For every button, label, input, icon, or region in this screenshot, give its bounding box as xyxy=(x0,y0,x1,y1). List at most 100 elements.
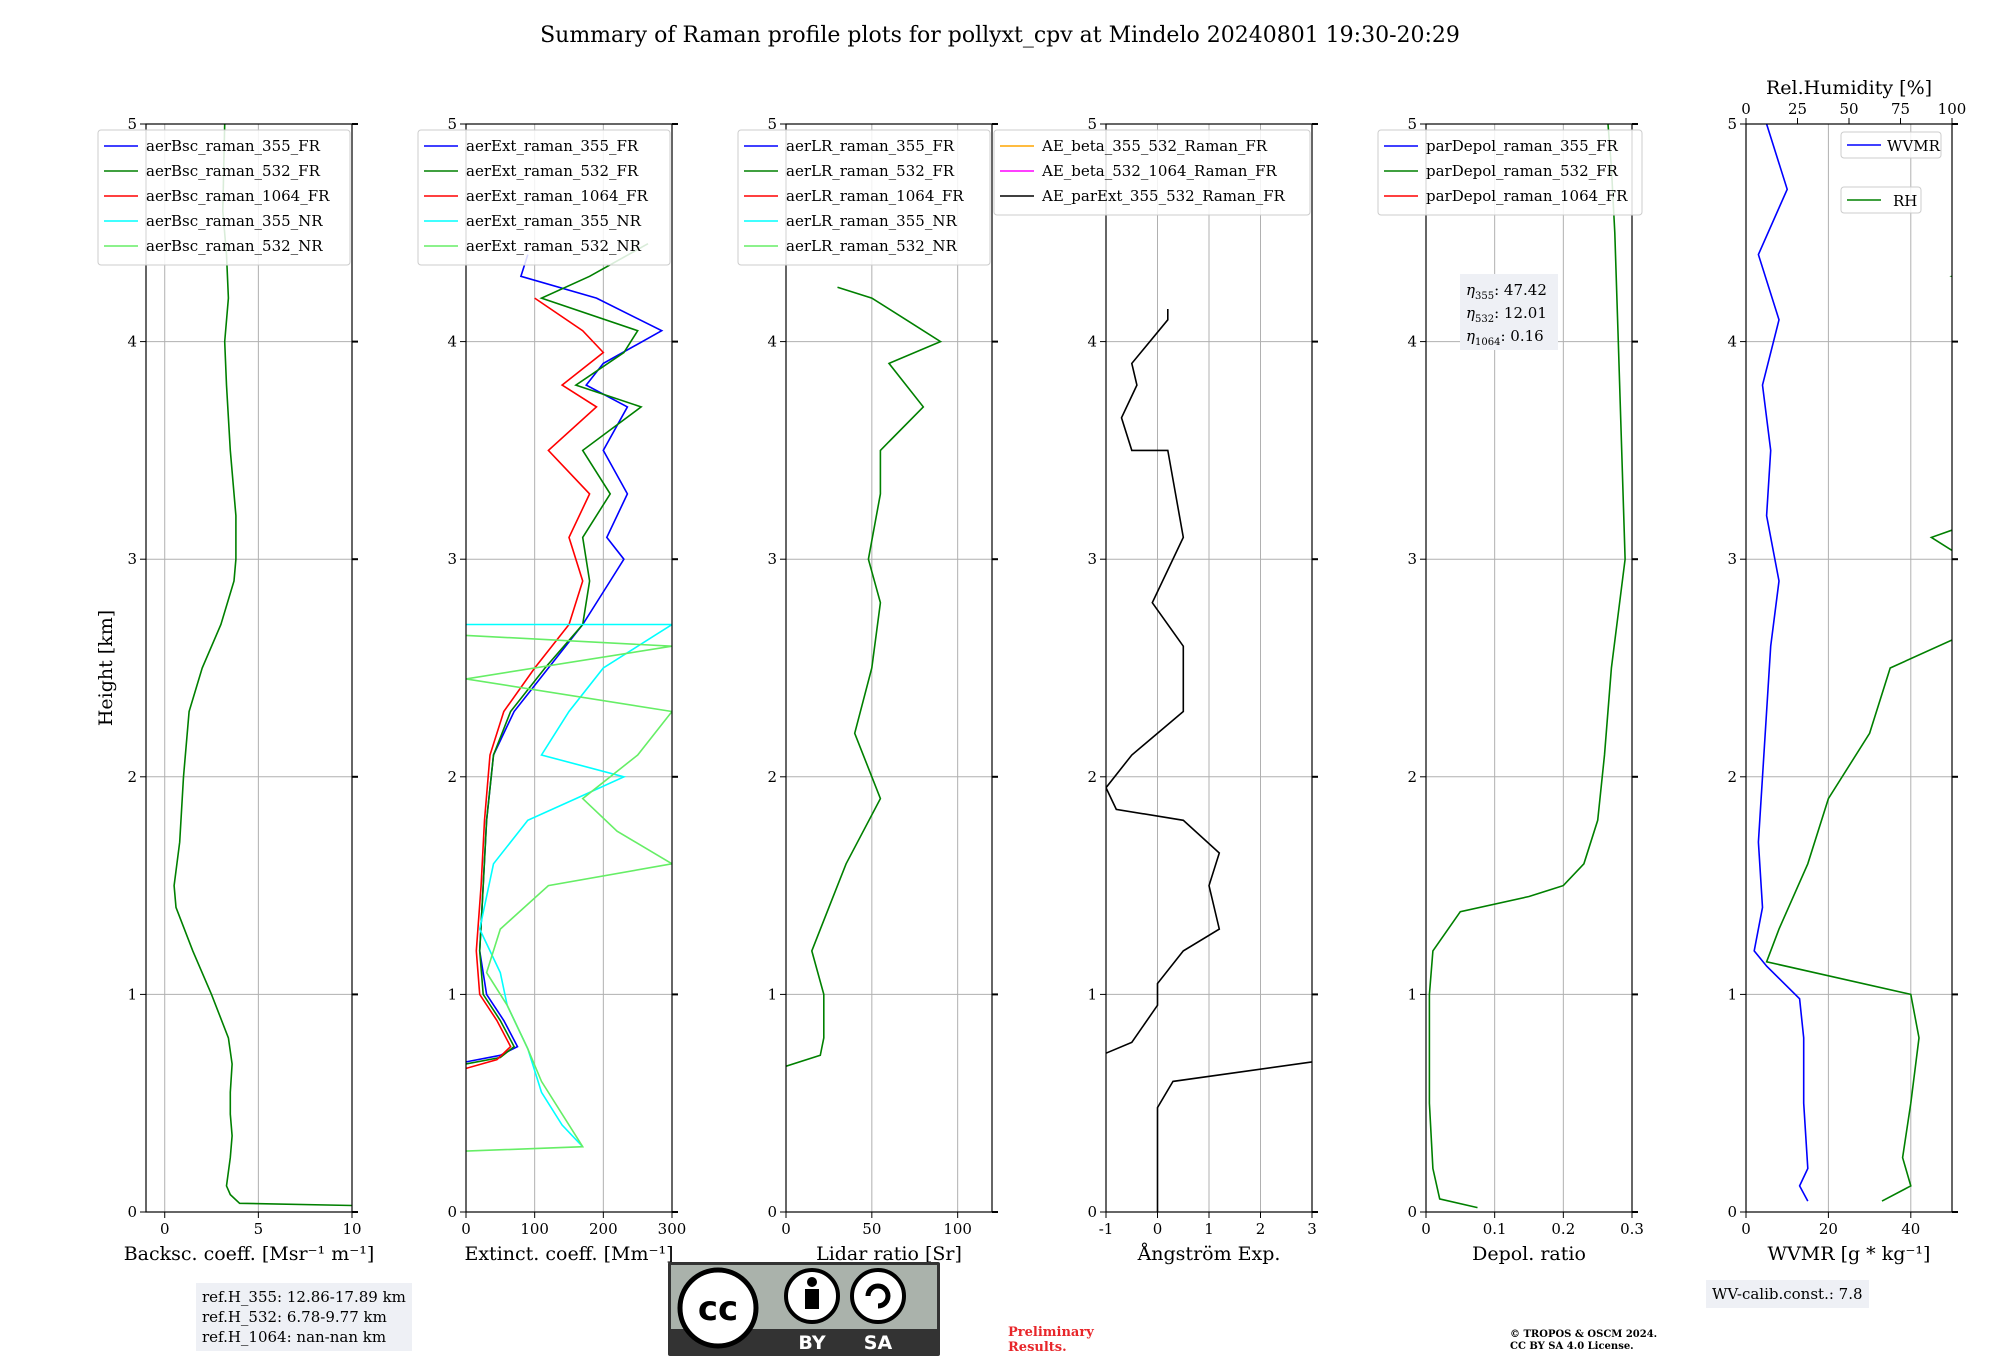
legend-label: aerLR_raman_1064_FR xyxy=(786,187,964,205)
wv-calib-box: WV-calib.const.: 7.8 xyxy=(1706,1280,1869,1308)
y-tick-label: 2 xyxy=(1087,768,1097,786)
y-tick-label: 4 xyxy=(1407,333,1417,351)
legend-label: parDepol_raman_355_FR xyxy=(1426,137,1619,155)
cc-license-badge[interactable]: cc BY SA xyxy=(668,1262,940,1356)
series-aerExt_raman_355_NR xyxy=(466,623,672,1148)
y-tick-label: 0 xyxy=(767,1203,777,1221)
legend-label: RH xyxy=(1893,192,1917,210)
y-tick-label: 1 xyxy=(767,985,777,1003)
legend-label: aerLR_raman_355_NR xyxy=(786,212,957,230)
x-tick-label: 40 xyxy=(1901,1220,1920,1238)
eta-box xyxy=(1460,274,1558,350)
x2-tick-label: 0 xyxy=(1741,100,1751,118)
y-tick-label: 3 xyxy=(1087,550,1097,568)
y-tick-label: 3 xyxy=(447,550,457,568)
x-axis-label: Lidar ratio [Sr] xyxy=(816,1243,962,1265)
cc-text: cc xyxy=(698,1289,738,1329)
eta-value-532: η532: 12.01 xyxy=(1466,304,1547,325)
legend-label: aerExt_raman_532_FR xyxy=(466,162,639,180)
legend-box xyxy=(737,129,991,266)
y-tick-label: 4 xyxy=(447,333,457,351)
legend-label: aerLR_raman_355_FR xyxy=(786,137,955,155)
legend-label: aerExt_raman_355_NR xyxy=(466,212,642,230)
x-tick-label: 0 xyxy=(781,1220,791,1238)
axes-frame xyxy=(1425,123,1633,1213)
x-tick-label: 0 xyxy=(1421,1220,1431,1238)
legend-box xyxy=(417,129,671,266)
y-tick-label: 2 xyxy=(127,768,137,786)
y-tick-label: 3 xyxy=(127,550,137,568)
x-tick-label: 3 xyxy=(1307,1220,1317,1238)
sa-text: SA xyxy=(864,1332,893,1354)
y-tick-label: 2 xyxy=(447,768,457,786)
legend-label: aerExt_raman_1064_FR xyxy=(466,187,648,205)
x2-tick-label: 75 xyxy=(1891,100,1910,118)
x2-axis-label: Rel.Humidity [%] xyxy=(1766,77,1932,99)
legend-label: aerLR_raman_532_FR xyxy=(786,162,955,180)
series-aerExt_raman_355_FR xyxy=(466,254,664,1063)
y-tick-label: 3 xyxy=(1727,550,1737,568)
legend-label: aerBsc_raman_355_NR xyxy=(146,212,323,230)
y-tick-label: 4 xyxy=(1727,333,1737,351)
x-tick-label: 300 xyxy=(658,1220,687,1238)
axes-frame xyxy=(465,123,673,1213)
x-axis-label: Extinct. coeff. [Mm⁻¹] xyxy=(464,1243,673,1265)
legend-box xyxy=(97,129,351,266)
axes-frame xyxy=(785,123,993,1213)
x-tick-label: 100 xyxy=(520,1220,549,1238)
legend-box xyxy=(1377,129,1643,216)
axes-frame xyxy=(145,123,353,1213)
x-tick-label: 0 xyxy=(461,1220,471,1238)
y-tick-label: 3 xyxy=(1407,550,1417,568)
y-tick-label: 5 xyxy=(767,115,777,133)
by-text: BY xyxy=(798,1332,825,1354)
preliminary-line-2: Results. xyxy=(1008,1340,1067,1355)
axes-frame xyxy=(1745,123,1953,1213)
refh-1064: ref.H_1064: nan-nan km xyxy=(202,1328,387,1346)
x-tick-label: 0.1 xyxy=(1483,1220,1507,1238)
y-tick-label: 5 xyxy=(1727,115,1737,133)
legend-label: WVMR xyxy=(1887,137,1941,155)
y-axis-label: Height [km] xyxy=(95,610,117,726)
y-tick-label: 1 xyxy=(1407,985,1417,1003)
x-tick-label: 5 xyxy=(254,1220,264,1238)
y-tick-label: 3 xyxy=(767,550,777,568)
panel-wv: 0 20 40 0 1 2 3 4 5 WVMR [g * kg⁻¹] 0 25 50 75 100 Rel.… xyxy=(1727,77,1966,1265)
series-AE_parExt_355_532_Raman_FR xyxy=(1156,1061,1312,1212)
legend-label: parDepol_raman_1064_FR xyxy=(1426,187,1628,205)
x-tick-label: 50 xyxy=(862,1220,881,1238)
x-axis-label: Backsc. coeff. [Msr⁻¹ m⁻¹] xyxy=(124,1243,375,1265)
y-tick-label: 5 xyxy=(447,115,457,133)
refh-532: ref.H_532: 6.78-9.77 km xyxy=(202,1308,387,1326)
eta-value-355: η355: 47.42 xyxy=(1466,281,1547,302)
series-WVMR xyxy=(1753,124,1809,1202)
y-tick-label: 5 xyxy=(1407,115,1417,133)
cc-icon xyxy=(677,1267,759,1349)
x-tick-label: 0 xyxy=(1153,1220,1163,1238)
panel-bsc: 0 5 10 0 1 2 3 4 5 Backsc. coeff. [Msr⁻¹ m⁻¹] Heig… xyxy=(95,115,374,1265)
x-axis-label: Depol. ratio xyxy=(1472,1243,1586,1265)
y-tick-label: 0 xyxy=(1727,1203,1737,1221)
y-tick-label: 0 xyxy=(447,1203,457,1221)
y-tick-label: 1 xyxy=(1087,985,1097,1003)
x-tick-label: 0.2 xyxy=(1551,1220,1575,1238)
legend-box-WVMR xyxy=(1840,131,1942,159)
legend-label: AE_beta_532_1064_Raman_FR xyxy=(1041,162,1277,180)
copyright-note: © TROPOS & OSCM 2024. CC BY SA 4.0 Licen… xyxy=(1510,1329,1657,1353)
copyright-line-2: CC BY SA 4.0 License. xyxy=(1510,1341,1634,1352)
y-tick-label: 1 xyxy=(127,985,137,1003)
series-aerBsc_raman_532_FR xyxy=(173,124,352,1207)
y-tick-label: 4 xyxy=(127,333,137,351)
x-tick-label: 20 xyxy=(1819,1220,1838,1238)
x-tick-label: 10 xyxy=(342,1220,361,1238)
preliminary-results-note: Preliminary Results. xyxy=(1008,1325,1094,1355)
legend-box xyxy=(993,129,1311,216)
legend-label: AE_beta_355_532_Raman_FR xyxy=(1041,137,1268,155)
series-aerLR_raman_532_FR xyxy=(786,286,943,1067)
y-tick-label: 0 xyxy=(1407,1203,1417,1221)
y-tick-label: 5 xyxy=(127,115,137,133)
legend-label: aerBsc_raman_532_NR xyxy=(146,237,323,255)
legend-label: parDepol_raman_532_FR xyxy=(1426,162,1619,180)
legend-label: AE_parExt_355_532_Raman_FR xyxy=(1041,187,1286,205)
